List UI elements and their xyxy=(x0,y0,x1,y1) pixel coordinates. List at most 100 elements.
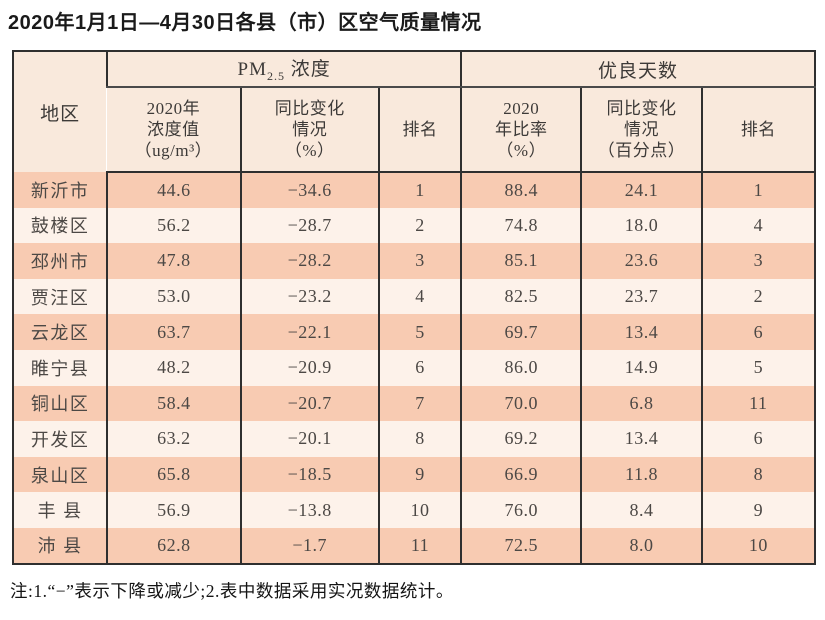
days-rank-cell: 6 xyxy=(700,314,815,350)
pm-value-cell: 47.8 xyxy=(106,243,241,279)
pm-rank-column-header: 排名 xyxy=(377,87,462,173)
days-rank-cell: 4 xyxy=(700,207,815,244)
table-row: 沛 县 62.8 −1.7 11 72.5 8.0 10 xyxy=(13,527,815,564)
days-rate-cell: 74.8 xyxy=(460,207,582,244)
table-header: 地区 PM2.5 浓度 优良天数 2020年 浓度值 （ug/m³） 同比变化 … xyxy=(13,51,815,173)
group-header-row: 地区 PM2.5 浓度 优良天数 xyxy=(13,51,815,172)
days-rate-cell: 88.4 xyxy=(460,172,582,208)
days-rank-column-header: 排名 xyxy=(700,87,815,173)
region-cell: 鼓楼区 xyxy=(30,216,90,237)
pm-value-cell: 63.2 xyxy=(106,421,241,457)
days-rate-cell: 69.2 xyxy=(460,421,582,457)
pm-change-cell: −28.7 xyxy=(239,207,379,244)
days-rank-cell: 2 xyxy=(700,278,815,315)
table-row: 泉山区 65.8 −18.5 9 66.9 11.8 8 xyxy=(13,456,815,493)
region-column-header: 地区 xyxy=(13,51,108,172)
days-change-cell: 14.9 xyxy=(580,349,702,386)
pm-value-cell: 63.7 xyxy=(106,314,241,350)
days-rank-cell: 10 xyxy=(700,527,815,564)
pm-rank-cell: 4 xyxy=(377,278,462,315)
table-row: 睢宁县 48.2 −20.9 6 86.0 14.9 5 xyxy=(13,349,815,386)
pm-value-cell: 65.8 xyxy=(106,456,241,493)
table-row: 丰 县 56.9 −13.8 10 76.0 8.4 9 xyxy=(13,492,815,528)
pm-rank-cell: 3 xyxy=(377,243,462,279)
pm-rank-cell: 10 xyxy=(377,492,462,528)
table-row: 鼓楼区 56.2 −28.7 2 74.8 18.0 4 xyxy=(13,207,815,244)
pm-rank-cell: 7 xyxy=(377,385,462,422)
pm-rank-cell: 2 xyxy=(377,207,462,244)
pm-value-cell: 56.9 xyxy=(106,492,241,528)
table-row: 云龙区 63.7 −22.1 5 69.7 13.4 6 xyxy=(13,314,815,350)
sub-header-row: 2020年 浓度值 （ug/m³） 同比变化 情况 （%） 排名 2020 年比… xyxy=(13,87,815,173)
pm-value-cell: 58.4 xyxy=(106,385,241,422)
table-body: 新沂市 44.6 −34.6 1 88.4 24.1 1 鼓楼区 56.2 −28.7 2 74.8 1… xyxy=(13,172,815,564)
pm-rank-cell: 6 xyxy=(377,349,462,386)
pm-change-cell: −13.8 xyxy=(239,492,379,528)
table-row: 新沂市 44.6 −34.6 1 88.4 24.1 1 xyxy=(13,172,815,208)
table-row: 铜山区 58.4 −20.7 7 70.0 6.8 11 xyxy=(13,385,815,422)
pm-value-cell: 48.2 xyxy=(106,349,241,386)
days-change-column-header: 同比变化 情况 （百分点） xyxy=(580,87,702,173)
days-rate-cell: 85.1 xyxy=(460,243,582,279)
days-change-cell: 6.8 xyxy=(580,385,702,422)
table-row: 贾汪区 53.0 −23.2 4 82.5 23.7 2 xyxy=(13,278,815,315)
days-change-cell: 13.4 xyxy=(580,421,702,457)
pm-change-cell: −20.9 xyxy=(239,349,379,386)
days-rank-cell: 8 xyxy=(700,456,815,493)
days-change-cell: 23.7 xyxy=(580,278,702,315)
good-days-group-header: 优良天数 xyxy=(460,51,815,88)
pm-rank-cell: 11 xyxy=(377,527,462,564)
air-quality-table: 地区 PM2.5 浓度 优良天数 2020年 浓度值 （ug/m³） 同比变化 … xyxy=(12,50,816,565)
days-rate-cell: 69.7 xyxy=(460,314,582,350)
days-change-cell: 18.0 xyxy=(580,207,702,244)
pm-change-cell: −20.1 xyxy=(239,421,379,457)
pm-change-cell: −1.7 xyxy=(239,527,379,564)
days-rank-cell: 11 xyxy=(700,385,815,422)
table-row: 开发区 63.2 −20.1 8 69.2 13.4 6 xyxy=(13,421,815,457)
pm-rank-cell: 1 xyxy=(377,172,462,208)
region-cell: 铜山区 xyxy=(30,394,90,415)
pm-rank-cell: 9 xyxy=(377,456,462,493)
days-rate-cell: 82.5 xyxy=(460,278,582,315)
page-title: 2020年1月1日—4月30日各县（市）区空气质量情况 xyxy=(8,12,482,34)
pm25-label-prefix: PM xyxy=(237,59,268,81)
region-cell: 丰 县 xyxy=(37,501,83,522)
pm-value-cell: 53.0 xyxy=(106,278,241,315)
pm-change-cell: −20.7 xyxy=(239,385,379,422)
region-cell: 睢宁县 xyxy=(30,358,90,379)
pm25-group-header: PM2.5 浓度 xyxy=(106,51,462,88)
pm-rank-cell: 5 xyxy=(377,314,462,350)
days-rate-column-header: 2020 年比率 （%） xyxy=(460,87,582,173)
days-rank-cell: 6 xyxy=(700,421,815,457)
region-cell: 沛 县 xyxy=(37,536,83,557)
table-row: 邳州市 47.8 −28.2 3 85.1 23.6 3 xyxy=(13,243,815,279)
pm-change-cell: −18.5 xyxy=(239,456,379,493)
pm25-label-suffix: 浓度 xyxy=(285,59,331,81)
days-change-cell: 24.1 xyxy=(580,172,702,208)
region-cell: 邳州市 xyxy=(30,251,90,272)
region-cell: 贾汪区 xyxy=(30,287,90,308)
days-rank-cell: 5 xyxy=(700,349,815,386)
pm-change-cell: −28.2 xyxy=(239,243,379,279)
footnote: 注:1.“−”表示下降或减少;2.表中数据采用实况数据统计。 xyxy=(10,580,454,601)
pm-value-cell: 56.2 xyxy=(106,207,241,244)
region-cell: 开发区 xyxy=(30,429,90,450)
days-change-cell: 8.0 xyxy=(580,527,702,564)
days-rate-cell: 76.0 xyxy=(460,492,582,528)
days-rate-cell: 72.5 xyxy=(460,527,582,564)
pm-value-cell: 44.6 xyxy=(106,172,241,208)
days-change-cell: 8.4 xyxy=(580,492,702,528)
days-rank-cell: 9 xyxy=(700,492,815,528)
days-change-cell: 13.4 xyxy=(580,314,702,350)
days-change-cell: 23.6 xyxy=(580,243,702,279)
pm-change-cell: −22.1 xyxy=(239,314,379,350)
pm-change-cell: −23.2 xyxy=(239,278,379,315)
days-change-cell: 11.8 xyxy=(580,456,702,493)
region-cell: 新沂市 xyxy=(30,180,90,201)
pm25-label-subscript: 2.5 xyxy=(267,68,286,83)
days-rank-cell: 1 xyxy=(700,172,815,208)
days-rank-cell: 3 xyxy=(700,243,815,279)
days-rate-cell: 86.0 xyxy=(460,349,582,386)
pm-change-cell: −34.6 xyxy=(239,172,379,208)
pm-value-cell: 62.8 xyxy=(106,527,241,564)
